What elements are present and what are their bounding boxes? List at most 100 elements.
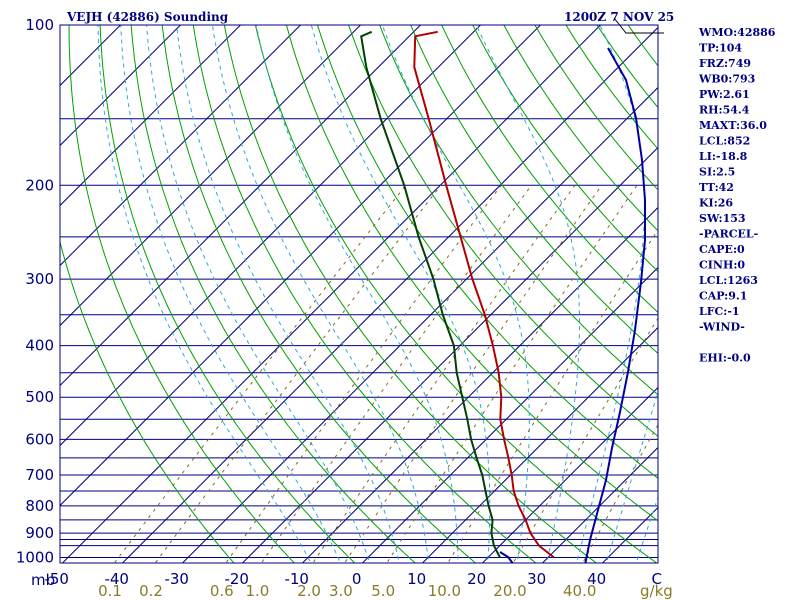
temp-tick-2: -40 — [104, 570, 129, 588]
temp-tick-1: -50 — [44, 570, 69, 588]
dry-adiabat-270 — [99, 25, 356, 563]
moist-adiabat-40 — [605, 390, 658, 563]
index-line-14: -PARCEL- — [699, 228, 758, 241]
mixing-ratio-line-2.0 — [312, 185, 576, 563]
pressure-tick-100: 100 — [25, 16, 54, 34]
temp-tick-6: 0 — [352, 570, 362, 588]
index-line-6: RH:54.4 — [699, 104, 750, 117]
mixing-ratio-line-1.0 — [260, 185, 532, 563]
isotherm--150 — [0, 1, 25, 580]
pressure-tick-900: 900 — [25, 524, 54, 542]
isotherm--80 — [60, 25, 422, 387]
temp-tick-11: C — [651, 570, 661, 588]
isotherm-20 — [481, 386, 658, 563]
dry-adiabat-390 — [472, 25, 658, 273]
plot-frame — [59, 24, 659, 564]
pressure-tick-500: 500 — [25, 388, 54, 406]
mixing-ratio-line-0.6 — [225, 184, 502, 563]
dry-adiabat-340 — [316, 25, 658, 479]
temp-tick-5: -10 — [284, 570, 309, 588]
index-line-16: CINH:0 — [699, 259, 745, 272]
mixing-ratio-line-3.0 — [344, 185, 603, 563]
index-line-9: LI:-18.8 — [699, 150, 748, 163]
moist-adiabat--10 — [97, 25, 312, 563]
moist-adiabat-35 — [576, 25, 645, 563]
pressure-tick-200: 200 — [25, 176, 54, 194]
dewpoint-trace — [360, 30, 501, 558]
dry-adiabat-360 — [379, 25, 658, 396]
mixing-ratio-label-6: 3.0 — [329, 582, 353, 600]
dry-adiabat-330 — [285, 25, 658, 522]
isotherm--10 — [301, 206, 658, 563]
index-line-20: -WIND- — [699, 321, 745, 334]
index-line-10: SI:2.5 — [699, 166, 735, 179]
index-line-5: PW:2.61 — [699, 88, 750, 101]
dry-adiabat-320 — [254, 25, 658, 563]
dry-adiabat-370 — [410, 25, 658, 355]
pressure-tick-800: 800 — [25, 497, 54, 515]
temp-tick-4: -20 — [224, 570, 249, 588]
dry-adiabat-290 — [161, 25, 477, 563]
mixing-ratio-line-5.0 — [386, 185, 638, 563]
isotherm-30 — [541, 446, 658, 563]
index-line-4: WB0:793 — [698, 73, 755, 86]
mixing-ratio-label-9: 20.0 — [493, 582, 526, 600]
dry-adiabat-490 — [773, 13, 800, 575]
temp-tick-10: 40 — [587, 570, 606, 588]
isotherm--50 — [61, 25, 602, 563]
mixing-ratio-label-2: 0.2 — [139, 582, 163, 600]
temp-tick-9: 30 — [527, 570, 546, 588]
mixing-ratio-line-0.2 — [154, 184, 442, 563]
axis-layer: 0.1 0.2 0.6 1.0 2.0 3.0 5.0 10.0 20.0 40.01002003… — [16, 16, 662, 600]
pressure-tick-700: 700 — [25, 466, 54, 484]
pressure-tick-600: 600 — [25, 430, 54, 448]
pressure-tick-300: 300 — [25, 270, 54, 288]
index-line-1: WMO:42886 — [698, 26, 776, 39]
temp-tick-7: 10 — [407, 570, 426, 588]
pressure-tick-400: 400 — [25, 337, 54, 355]
index-line-2: TP:104 — [699, 42, 742, 55]
series-layer — [360, 30, 646, 563]
index-line-7: MAXT:36.0 — [699, 119, 767, 132]
index-line-11: TT:42 — [699, 181, 734, 194]
dry-adiabat-250 — [60, 239, 235, 563]
temp-tick-3: -30 — [164, 570, 189, 588]
mixing-ratio-label-4: 1.0 — [245, 582, 269, 600]
moist-adiabat--5 — [120, 25, 341, 563]
moist-adiabat-15 — [255, 25, 459, 563]
dry-adiabat-300 — [192, 25, 537, 563]
index-line-12: KI:26 — [699, 197, 733, 210]
mixing-ratio-line-0.1 — [113, 184, 407, 563]
moist-adiabat-0 — [146, 25, 371, 563]
isotherm-10 — [421, 326, 658, 563]
mixing-ratio-label-8: 10.0 — [428, 582, 461, 600]
isotherm-0 — [361, 266, 658, 563]
wind-profile-curve — [584, 47, 646, 563]
temp-tick-8: 20 — [467, 570, 486, 588]
isotherm--120 — [60, 25, 182, 147]
index-line-8: LCL:852 — [699, 135, 750, 148]
dry-adiabat-480 — [743, 13, 800, 575]
isotherm--110 — [60, 25, 242, 207]
mixing-ratio-label-5: 2.0 — [297, 582, 321, 600]
moist-adiabat-30 — [475, 25, 580, 563]
dry-adiabat-280 — [130, 25, 416, 563]
isotherm--60 — [60, 25, 542, 507]
mixing-ratio-label-7: 5.0 — [371, 582, 395, 600]
mixing-ratio-line-40.0 — [582, 423, 658, 563]
dry-adiabat-350 — [348, 25, 658, 437]
dry-adiabat-310 — [223, 25, 598, 563]
index-line-15: CAPE:0 — [699, 243, 745, 256]
chart-title: VEJH (42886) Sounding — [66, 10, 229, 24]
isotherm--90 — [60, 25, 362, 327]
dry-adiabat-380 — [441, 25, 658, 314]
index-line-17: LCL:1263 — [699, 274, 758, 287]
index-line-18: CAP:9.1 — [699, 290, 747, 303]
pressure-unit-label: mb — [31, 571, 55, 589]
isotherm--20 — [241, 146, 658, 563]
index-line-3: FRZ:749 — [699, 57, 751, 70]
mixing-ratio-label-3: 0.6 — [210, 582, 234, 600]
isotherm--40 — [121, 26, 658, 563]
chart-time: 1200Z 7 NOV 25 — [564, 10, 674, 24]
